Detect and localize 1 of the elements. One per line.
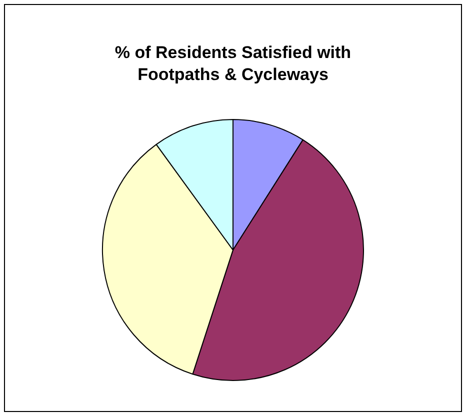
chart-title: % of Residents Satisfied with Footpaths & Cycleways <box>114 42 352 86</box>
